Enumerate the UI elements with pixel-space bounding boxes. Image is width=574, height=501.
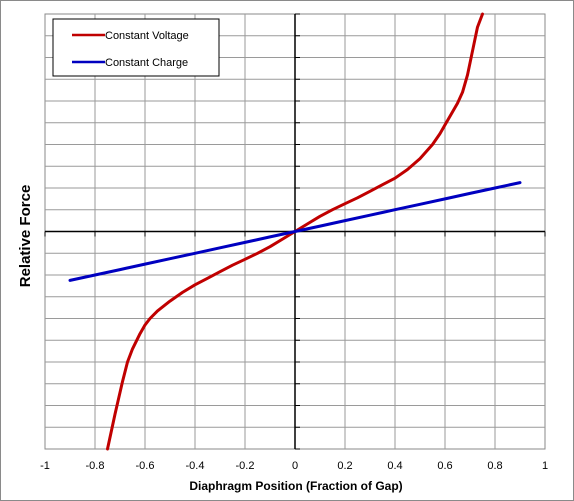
- x-tick-labels: -1 -0.8 -0.6 -0.4 -0.2 0 0.2 0.4 0.6 0.8 1: [40, 460, 548, 472]
- series-group: [68, 12, 522, 451]
- legend-label-constant-voltage: Constant Voltage: [105, 30, 189, 42]
- legend-label-constant-charge: Constant Charge: [105, 57, 188, 69]
- legend: Constant Voltage Constant Charge: [52, 18, 220, 77]
- x-tick-label: 0.8: [487, 460, 502, 472]
- legend-box: [52, 18, 220, 77]
- x-tick-label: 0.4: [387, 460, 402, 472]
- x-tick-label: -0.4: [186, 460, 205, 472]
- series-line-constant-charge: [68, 181, 522, 282]
- x-tick-label: 0.2: [337, 460, 352, 472]
- x-tick-label: -0.6: [136, 460, 155, 472]
- x-tick-label: 1: [542, 460, 548, 472]
- x-tick-label: -0.8: [86, 460, 105, 472]
- y-axis-title: Relative Force: [17, 185, 34, 288]
- x-tick-label: -1: [40, 460, 50, 472]
- x-tick-label: 0: [292, 460, 298, 472]
- x-axis-title: Diaphragm Position (Fraction of Gap): [189, 479, 402, 493]
- x-tick-label: 0.6: [437, 460, 452, 472]
- x-tick-label: -0.2: [236, 460, 255, 472]
- series-line-constant-voltage: [106, 12, 484, 451]
